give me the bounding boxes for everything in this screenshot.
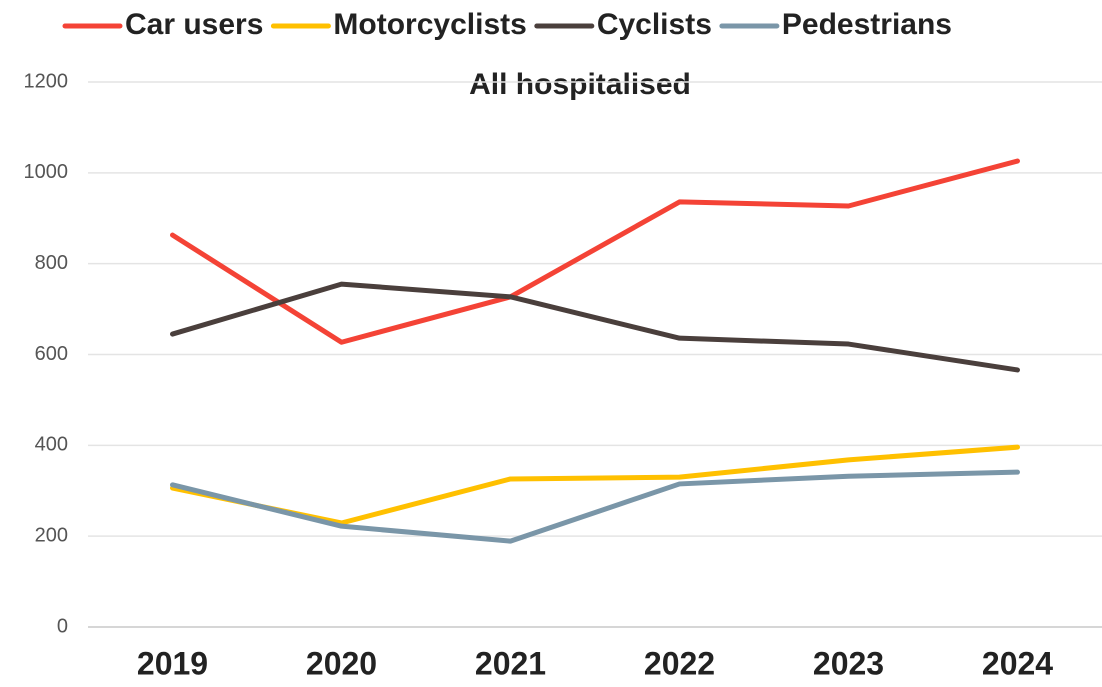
y-tick-label: 1200 <box>24 70 69 92</box>
series-line <box>170 158 1020 345</box>
x-tick-label: 2021 <box>475 645 546 681</box>
legend-label: Pedestrians <box>782 8 952 41</box>
x-tick-label: 2024 <box>982 645 1053 681</box>
x-tick-label: 2019 <box>137 645 208 681</box>
y-tick-label: 400 <box>35 434 68 456</box>
y-tick-label: 200 <box>35 524 68 546</box>
y-tick-label: 800 <box>35 252 68 274</box>
legend-label: Car users <box>125 8 263 41</box>
y-tick-label: 600 <box>35 343 68 365</box>
series-line <box>170 469 1020 544</box>
x-tick-label: 2022 <box>644 645 715 681</box>
x-tick-label: 2023 <box>813 645 884 681</box>
legend-label: Cyclists <box>597 8 712 41</box>
legend-label: Motorcyclists <box>333 8 526 41</box>
chart-title: All hospitalised <box>469 68 691 101</box>
x-tick-label: 2020 <box>306 645 377 681</box>
y-tick-label: 1000 <box>24 161 69 183</box>
y-tick-label: 0 <box>57 615 68 637</box>
series-line <box>170 281 1020 373</box>
